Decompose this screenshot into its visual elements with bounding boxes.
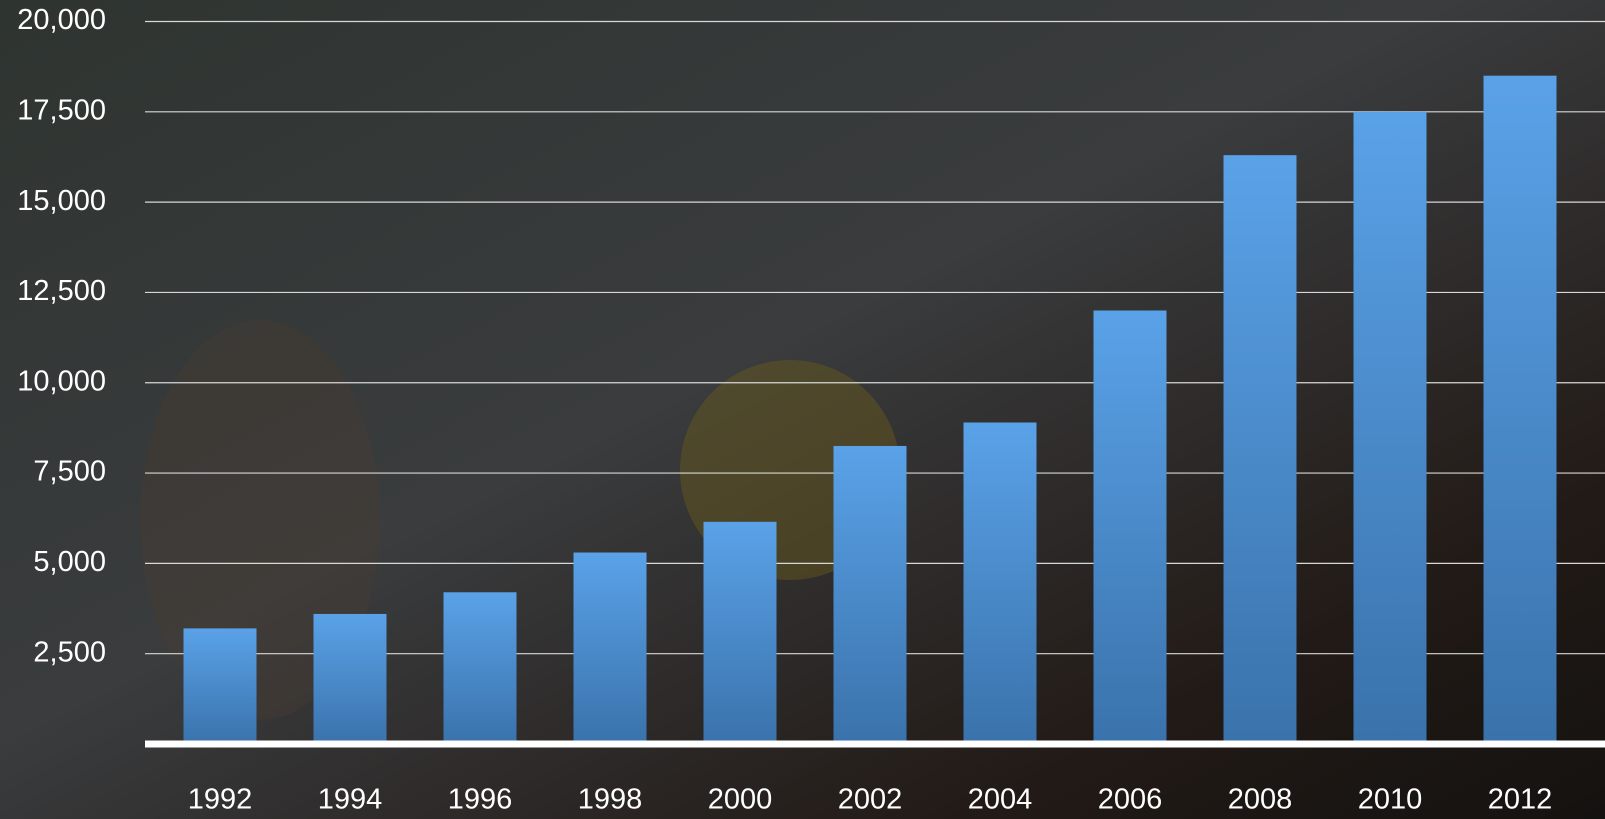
- bar: [573, 552, 647, 744]
- y-tick-label: 17,500: [17, 94, 106, 126]
- y-tick-label: 15,000: [17, 185, 106, 217]
- bar: [313, 613, 387, 744]
- bar: [183, 628, 257, 744]
- bar: [1353, 111, 1427, 744]
- bar: [963, 422, 1037, 744]
- x-tick-label: 2008: [1228, 784, 1293, 816]
- bar: [703, 521, 777, 744]
- y-tick-label: 2,500: [33, 636, 106, 668]
- bar: [443, 592, 517, 744]
- x-tick-label: 1996: [448, 784, 513, 816]
- x-tick-label: 1992: [188, 784, 253, 816]
- bar: [833, 445, 907, 744]
- x-tick-label: 1998: [578, 784, 643, 816]
- x-tick-label: 2012: [1488, 784, 1553, 816]
- bar: [1223, 155, 1297, 745]
- y-tick-label: 10,000: [17, 365, 106, 397]
- y-tick-label: 12,500: [17, 275, 106, 307]
- y-tick-label: 5,000: [33, 546, 106, 578]
- y-tick-label: 20,000: [17, 4, 106, 36]
- x-tick-label: 2000: [708, 784, 773, 816]
- bar: [1483, 75, 1557, 744]
- x-tick-label: 2006: [1098, 784, 1163, 816]
- x-tick-label: 1994: [318, 784, 383, 816]
- y-tick-label: 7,500: [33, 456, 106, 488]
- x-tick-label: 2004: [968, 784, 1033, 816]
- x-tick-label: 2010: [1358, 784, 1423, 816]
- bar: [1093, 310, 1167, 744]
- x-tick-label: 2002: [838, 784, 903, 816]
